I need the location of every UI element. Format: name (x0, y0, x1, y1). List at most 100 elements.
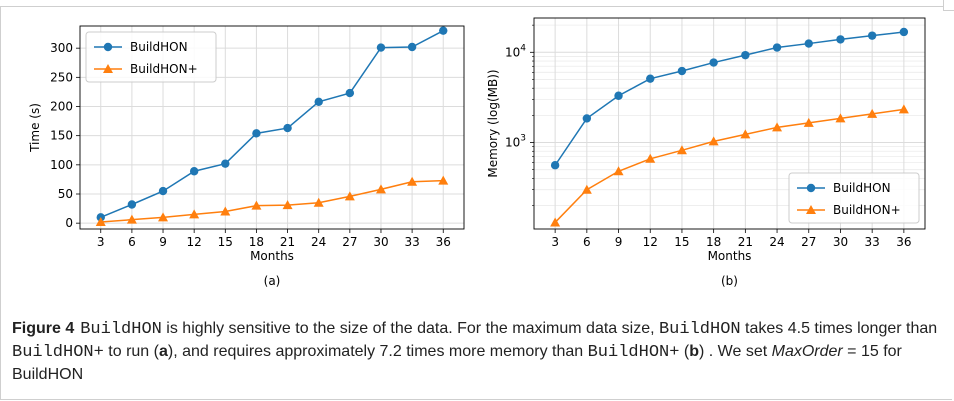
data-point (158, 186, 168, 196)
data-point (708, 136, 719, 146)
x-tick-label: 27 (801, 235, 816, 249)
legend: BuildHON BuildHON+ (85, 31, 217, 83)
legend-marker (806, 183, 816, 193)
panel-label: (a) (264, 274, 281, 288)
data-point (614, 91, 623, 100)
series-line (100, 179, 444, 223)
data-point (251, 200, 262, 210)
x-tick-label: 3 (97, 235, 105, 249)
data-point (126, 214, 137, 224)
data-point (313, 197, 324, 207)
caption-segment: = 15 for BuildHON (12, 343, 902, 383)
caption-segment: ) . We set (699, 343, 772, 360)
x-tick-label: 30 (833, 235, 848, 249)
y-tick-label: 0 (65, 216, 73, 230)
data-point (613, 166, 624, 176)
data-point (804, 39, 813, 48)
data-point (407, 42, 417, 52)
x-tick-label: 33 (865, 235, 880, 249)
data-point (645, 153, 656, 163)
legend-item: BuildHON+ (94, 62, 198, 76)
caption-segment: to run ( (103, 343, 159, 360)
data-point (646, 74, 655, 83)
y-tick-label: 50 (58, 187, 73, 201)
panel-label: (b) (721, 274, 738, 288)
x-tick-label: 18 (249, 235, 264, 249)
x-tick-label: 15 (218, 235, 233, 249)
caption-text: BuildHON is highly sensitive to the size… (12, 320, 937, 383)
legend-label: BuildHON+ (130, 62, 198, 76)
data-point (221, 159, 230, 168)
caption-segment: takes 4.5 times longer than (740, 320, 938, 337)
data-point (127, 200, 137, 209)
figure-number: Figure 4 (12, 320, 75, 337)
x-tick-label: 15 (674, 235, 689, 249)
y-tick-label: 100 (50, 158, 73, 172)
data-point (676, 145, 687, 155)
figure-caption: Figure 4 BuildHON is highly sensitive to … (12, 318, 947, 386)
data-point (677, 66, 687, 76)
data-point (550, 161, 560, 170)
data-point (867, 108, 878, 118)
legend-marker (103, 42, 113, 52)
data-point (581, 184, 592, 194)
data-point (95, 217, 106, 226)
data-point (741, 50, 750, 60)
y-tick-label: 150 (50, 129, 73, 143)
legend-item: BuildHON (797, 181, 891, 195)
legend-label: BuildHON+ (833, 203, 901, 217)
data-point (220, 206, 231, 216)
figure-frame (0, 6, 952, 400)
x-tick-label: 36 (896, 235, 911, 249)
data-point (835, 113, 846, 123)
data-point (189, 167, 199, 176)
legend-label: BuildHON (833, 181, 891, 195)
data-point (314, 97, 323, 107)
x-tick-label: 9 (159, 235, 167, 249)
data-point (252, 129, 261, 138)
x-tick-label: 21 (280, 235, 295, 249)
data-point (407, 176, 418, 186)
series-buildhon (550, 27, 909, 170)
caption-segment: BuildHON+ (587, 343, 680, 362)
x-tick-label: 6 (583, 235, 591, 249)
data-point (438, 175, 449, 185)
data-point (439, 26, 448, 35)
legend-item: BuildHON+ (797, 203, 901, 217)
x-axis-label: Months (708, 249, 752, 263)
y-tick-label: 300 (50, 41, 73, 55)
legend-marker (103, 64, 113, 73)
data-point (899, 27, 909, 37)
x-axis-label: Months (250, 249, 294, 263)
caption-segment: a (158, 343, 168, 360)
x-tick-label: 3 (551, 235, 559, 249)
x-tick-label: 6 (128, 235, 136, 249)
data-point (345, 88, 355, 98)
data-point (836, 35, 845, 44)
x-tick-label: 18 (706, 235, 721, 249)
data-point (189, 209, 200, 219)
plot-area (533, 17, 926, 230)
data-point (376, 43, 386, 52)
caption-segment: is highly sensitive to the size of the d… (161, 320, 659, 337)
minor-gridlines (532, 24, 925, 206)
x-tick-label: 12 (643, 235, 658, 249)
legend-marker (806, 205, 816, 214)
caption-segment: MaxOrder (771, 343, 843, 360)
series-buildhon-plus (550, 104, 909, 227)
data-point (772, 122, 783, 132)
y-tick-label: 250 (50, 70, 73, 84)
data-point (158, 212, 169, 222)
data-point (283, 123, 292, 133)
data-point (582, 114, 592, 123)
series-line (554, 31, 904, 166)
plot-area (79, 25, 465, 230)
x-tick-label: 30 (373, 235, 388, 249)
series-buildhon-plus (95, 175, 449, 226)
y-axis-label: Memory (log(MB)) (486, 69, 500, 177)
y-tick-label: 103 (505, 134, 526, 150)
legend: BuildHON BuildHON+ (788, 172, 920, 224)
x-tick-label: 21 (738, 235, 753, 249)
